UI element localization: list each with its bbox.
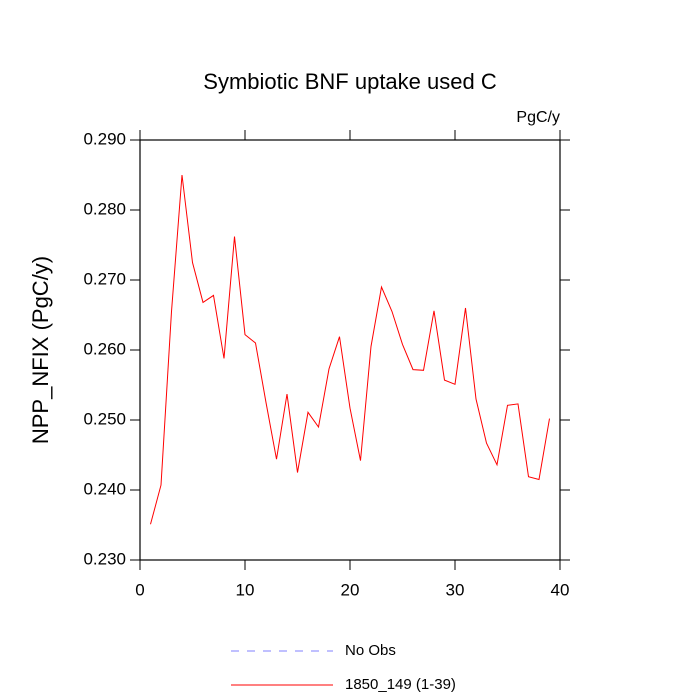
units-label: PgC/y	[516, 109, 560, 126]
y-tick-label: 0.250	[83, 409, 126, 428]
plot-frame	[139, 139, 561, 561]
y-tick-label: 0.240	[83, 479, 126, 498]
x-tick-label: 30	[446, 580, 465, 599]
y-tick-label: 0.270	[83, 269, 126, 288]
y-tick-label: 0.290	[83, 129, 126, 148]
legend-label: No Obs	[345, 642, 396, 659]
x-tick-label: 40	[551, 580, 570, 599]
x-tick-label: 20	[341, 580, 360, 599]
legend-label: 1850_149 (1-39)	[345, 676, 456, 693]
y-tick-label: 0.280	[83, 199, 126, 218]
y-tick-label: 0.230	[83, 549, 126, 568]
y-tick-label: 0.260	[83, 339, 126, 358]
data-line	[150, 174, 550, 525]
chart-title: Symbiotic BNF uptake used C	[203, 69, 497, 94]
x-tick-label: 0	[135, 580, 144, 599]
y-axis-title: NPP_NFIX (PgC/y)	[28, 256, 53, 444]
x-tick-label: 10	[236, 580, 255, 599]
